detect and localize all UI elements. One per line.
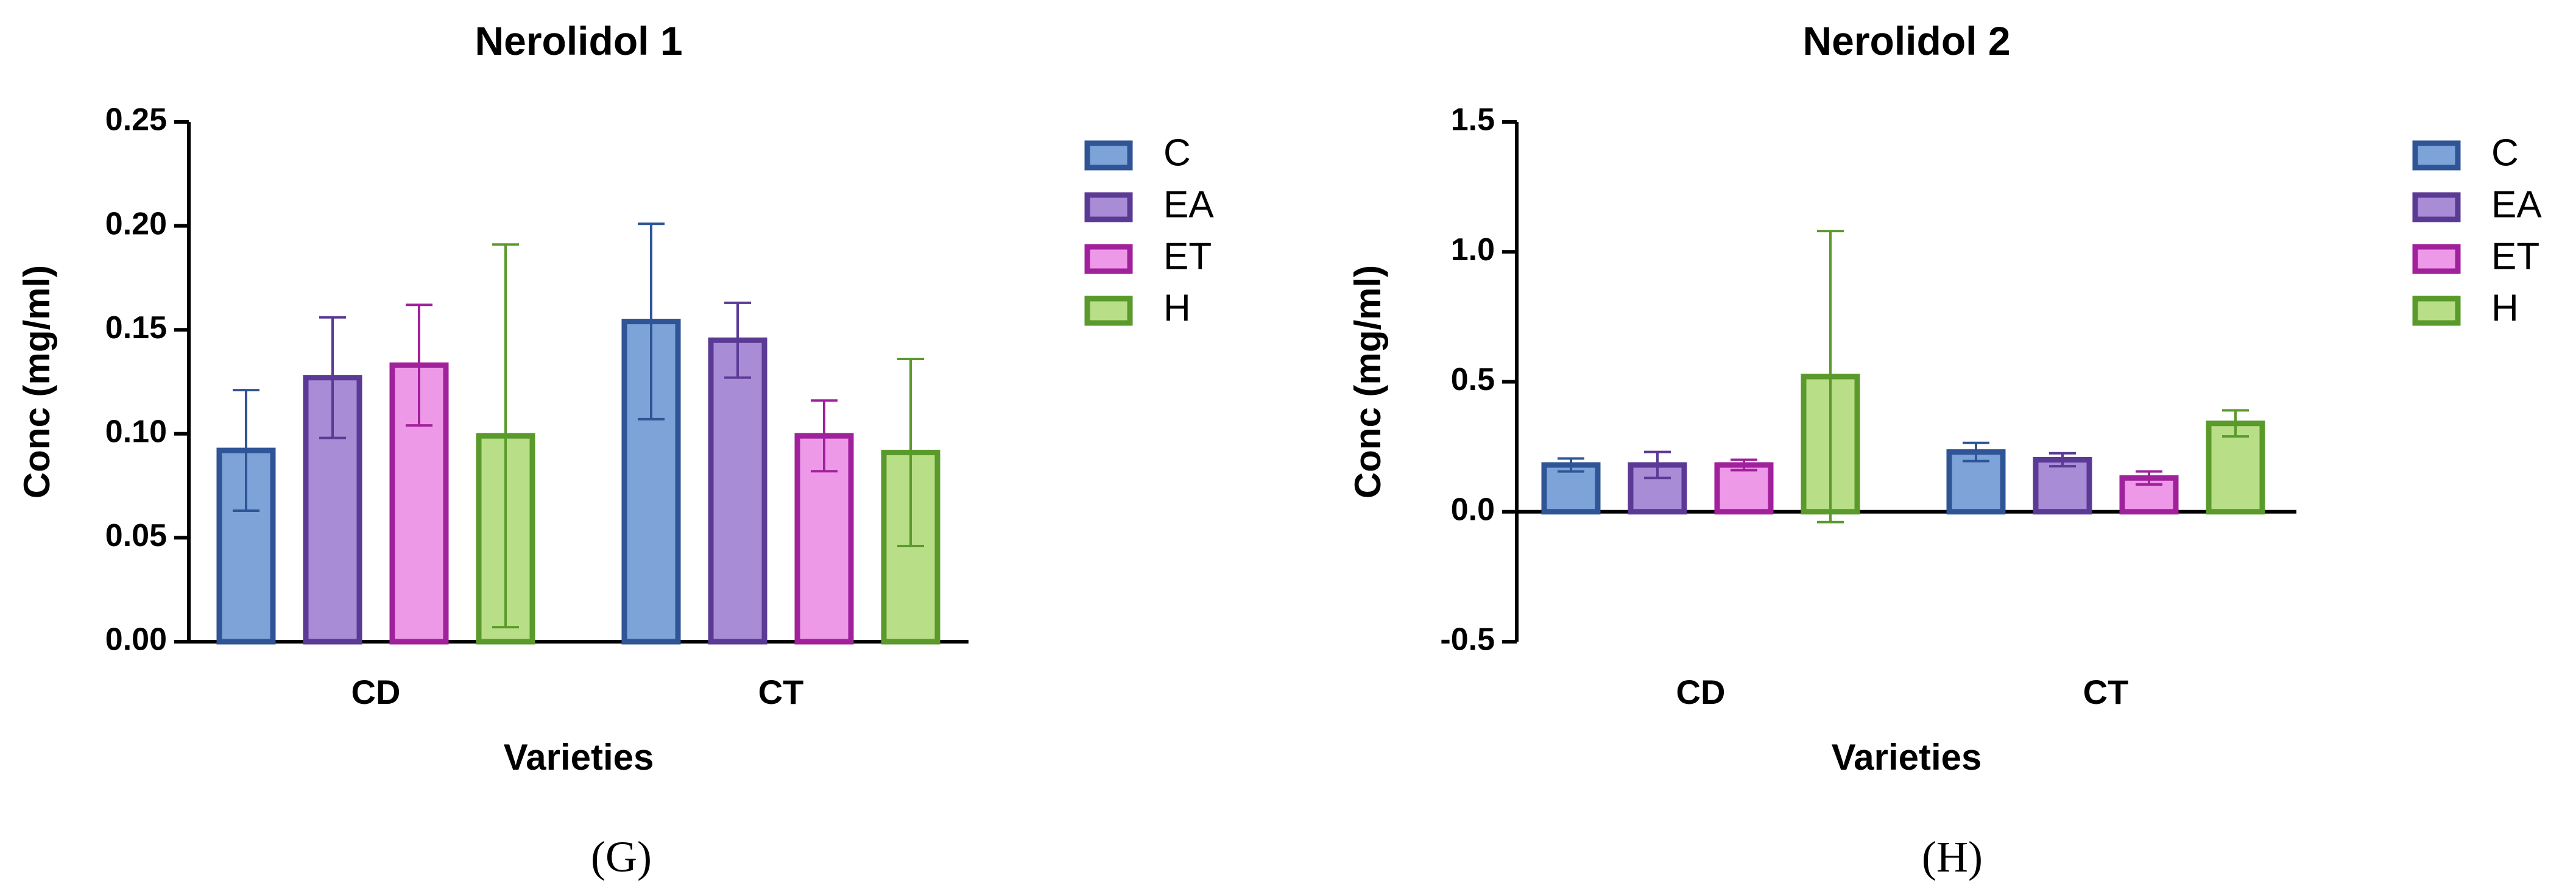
x-category-label: CD [1676, 673, 1726, 711]
bar-ea-cd [303, 375, 362, 645]
y-axis-label: Conc (mg/ml) [16, 265, 57, 498]
bar-et-cd [1714, 462, 1774, 515]
chart-title: Nerolidol 2 [1802, 18, 2010, 63]
x-category-label: CD [351, 673, 401, 711]
y-tick-label: 1.0 [1451, 232, 1495, 268]
panel-label: (G) [591, 832, 652, 881]
y-tick-label: 1.5 [1451, 102, 1495, 138]
y-tick-label: 0.00 [105, 622, 167, 658]
legend-swatch-h [2412, 296, 2461, 326]
legend-label-h: H [2491, 287, 2519, 329]
legend-label-et: ET [1163, 235, 1212, 277]
bar-ea-cd [1628, 462, 1687, 515]
bar-ea-ct [708, 337, 768, 645]
chart-panel-nerolidol-1: Nerolidol 1 Conc (mg/ml) 0.00 0.05 0.10 0.15 0… [16, 18, 1215, 881]
legend-swatch-c [2412, 140, 2461, 171]
x-category-label: CT [758, 673, 804, 711]
bar-ea-ct [2033, 456, 2092, 515]
legend-label-h: H [1163, 287, 1191, 329]
legend-label-ea: EA [1163, 183, 1214, 225]
chart-panel-nerolidol-2: Nerolidol 2 Conc (mg/ml) -0.5 0.0 0.5 1.0 1.5 C… [1347, 18, 2542, 881]
legend-swatch-c [1084, 140, 1133, 171]
y-tick-label: 0.05 [105, 518, 167, 553]
y-tick-label: -0.5 [1440, 622, 1495, 658]
y-axis-label: Conc (mg/ml) [1347, 265, 1388, 498]
y-tick-label: 0.25 [105, 102, 167, 138]
x-category-label: CT [2083, 673, 2129, 711]
legend-swatch-h [1084, 296, 1133, 326]
legend-swatch-et [1084, 244, 1133, 274]
x-axis-label: Varieties [1832, 737, 1982, 778]
bar-et-ct [794, 433, 854, 645]
legend-label-c: C [2491, 132, 2519, 174]
y-tick-label: 0.10 [105, 414, 167, 450]
y-tick-label: 0.20 [105, 206, 167, 241]
legend-swatch-ea [1084, 192, 1133, 222]
chart-title: Nerolidol 1 [475, 18, 682, 63]
legend-label-et: ET [2491, 235, 2539, 277]
x-axis-label: Varieties [504, 737, 654, 778]
y-tick-label: 0.5 [1451, 362, 1495, 397]
legend-swatch-et [2412, 244, 2461, 274]
y-tick-label: 0.15 [105, 310, 167, 346]
panel-label: (H) [1922, 832, 1983, 881]
bar-et-cd [389, 362, 449, 645]
legend-label-c: C [1163, 132, 1191, 174]
legend-label-ea: EA [2491, 183, 2542, 225]
y-tick-label: 0.0 [1451, 492, 1495, 527]
legend-swatch-ea [2412, 192, 2461, 222]
